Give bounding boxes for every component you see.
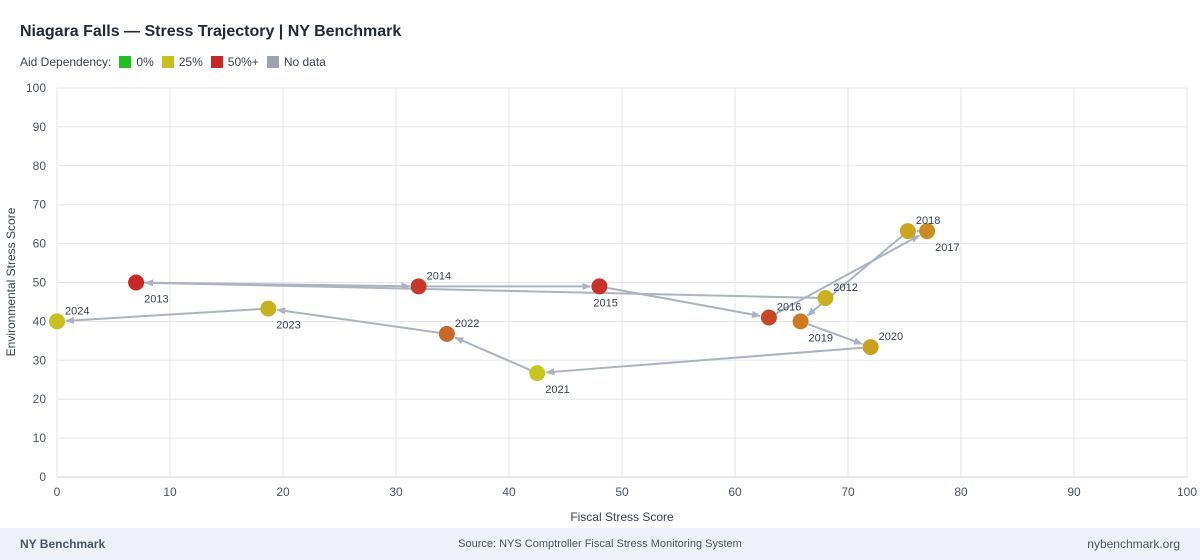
data-point-2020 — [862, 339, 879, 356]
legend-swatch — [266, 56, 279, 68]
trajectory-arrow — [607, 286, 761, 318]
legend-swatch — [161, 56, 174, 68]
data-point-2022 — [438, 325, 455, 342]
data-point-2023 — [260, 300, 277, 317]
point-label: 2023 — [276, 320, 300, 332]
trajectory-arrow — [807, 323, 863, 345]
data-point-2024 — [49, 313, 65, 330]
legend-swatch — [210, 56, 223, 68]
legend-item-label: 50%+ — [227, 55, 259, 69]
y-tick-label: 50 — [33, 276, 47, 290]
trajectory-arrow — [144, 279, 818, 299]
x-tick-label: 60 — [728, 485, 742, 499]
point-label: 2020 — [879, 331, 903, 343]
scatter-chart: 0 10 20 30 40 50 60 70 80 90 100 0 10 20 30 40 50 60 70 80 9… — [4, 81, 1197, 524]
point-label: 2017 — [935, 242, 959, 254]
data-point-2012 — [817, 290, 834, 307]
footer-site-link[interactable]: nybenchmark.org — [1087, 537, 1180, 551]
data-point-2021 — [529, 365, 546, 382]
trajectory-arrow — [65, 308, 261, 324]
data-point-2017 — [919, 223, 936, 240]
legend-item-label: 0% — [136, 55, 154, 69]
x-tick-label: 90 — [1067, 485, 1081, 499]
trajectory-arrow — [545, 346, 863, 376]
point-label: 2016 — [777, 302, 801, 314]
footer-source: Source: NYS Comptroller Fiscal Stress Mo… — [458, 538, 742, 550]
legend: Aid Dependency: 0% 25% 50%+ No data — [20, 55, 326, 69]
legend-item-50: 50%+ — [210, 55, 259, 69]
y-axis-label: Environmental Stress Score — [4, 207, 18, 356]
chart-title: Niagara Falls — Stress Trajectory | NY B… — [20, 23, 402, 40]
legend-item-label: 25% — [178, 55, 203, 69]
x-axis-label: Fiscal Stress Score — [570, 510, 674, 524]
y-tick-label: 80 — [33, 159, 47, 173]
y-tick-label: 90 — [33, 120, 47, 134]
y-tick-label: 60 — [33, 237, 47, 251]
y-tick-label: 100 — [26, 81, 46, 95]
trajectory-arrow — [775, 234, 920, 315]
point-label: 2024 — [65, 305, 89, 317]
legend-label: Aid Dependency: — [20, 55, 112, 69]
y-tick-label: 0 — [39, 470, 46, 484]
data-point-2015 — [591, 278, 608, 295]
x-tick-label: 100 — [1177, 485, 1197, 499]
point-label: 2018 — [916, 215, 940, 227]
point-label: 2021 — [545, 384, 569, 396]
y-tick-label: 20 — [33, 392, 47, 406]
legend-item-nodata: No data — [266, 55, 326, 69]
data-point-2013 — [128, 274, 145, 291]
y-tick-label: 10 — [33, 431, 47, 445]
point-label: 2014 — [427, 270, 451, 282]
footer-brand: NY Benchmark — [20, 537, 106, 551]
point-label: 2015 — [593, 297, 617, 309]
data-point-2018 — [899, 223, 916, 240]
data-point-2019 — [792, 313, 809, 330]
trajectory-arrow — [454, 336, 531, 371]
y-tick-label: 70 — [33, 198, 47, 212]
legend-item-label: No data — [283, 55, 326, 69]
x-tick-label: 10 — [163, 485, 177, 499]
x-tick-label: 20 — [276, 485, 290, 499]
point-label: 2012 — [833, 282, 857, 294]
y-tick-label: 30 — [33, 353, 47, 367]
legend-swatch — [119, 56, 132, 68]
data-point-2014 — [410, 278, 427, 295]
x-tick-label: 30 — [389, 485, 403, 499]
trajectory-arrow — [144, 281, 411, 290]
y-tick-label: 40 — [33, 314, 47, 328]
footer: Source: NYS Comptroller Fiscal Stress Mo… — [0, 528, 1200, 560]
point-label: 2013 — [144, 294, 168, 306]
trajectory-arrow — [276, 307, 440, 334]
x-tick-label: 40 — [502, 485, 516, 499]
x-tick-label: 50 — [615, 485, 629, 499]
x-tick-label: 70 — [841, 485, 855, 499]
legend-item-25: 25% — [161, 55, 203, 69]
point-label: 2019 — [809, 332, 833, 344]
data-point-2016 — [760, 309, 777, 326]
x-tick-label: 0 — [54, 485, 61, 499]
point-label: 2022 — [455, 318, 479, 330]
legend-item-0: 0% — [119, 55, 154, 69]
x-tick-label: 80 — [954, 485, 968, 499]
